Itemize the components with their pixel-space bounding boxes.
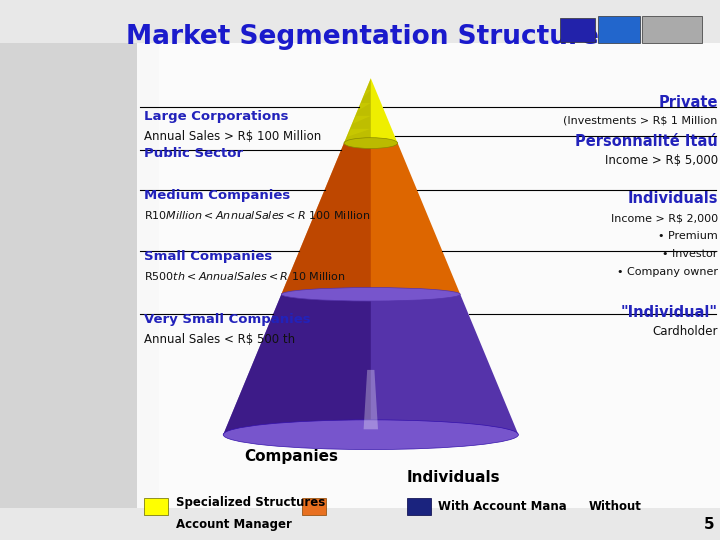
Text: • Company owner: • Company owner [617,267,718,276]
Text: R$ 500 th < Annual Sales < R$ 10 Million: R$ 500 th < Annual Sales < R$ 10 Million [144,270,346,282]
Text: 5: 5 [703,517,714,532]
Polygon shape [282,143,371,294]
Text: Income > R$ 2,000: Income > R$ 2,000 [611,213,718,223]
Text: • Premium: • Premium [658,231,718,241]
Text: Individuals: Individuals [627,191,718,206]
Text: "Individual": "Individual" [621,305,718,320]
FancyBboxPatch shape [560,18,595,42]
Polygon shape [353,116,371,124]
Text: Medium Companies: Medium Companies [144,189,290,202]
Text: R$ 10 Million < Annual Sales < R$ 100 Million: R$ 10 Million < Annual Sales < R$ 100 Mi… [144,210,370,221]
Text: Small Companies: Small Companies [144,250,272,263]
Text: Annual Sales < R$ 500 th: Annual Sales < R$ 500 th [144,333,295,346]
Ellipse shape [282,287,460,301]
Polygon shape [223,294,518,435]
FancyBboxPatch shape [598,16,640,43]
Text: Account Manager: Account Manager [176,518,292,531]
Text: Cardholder: Cardholder [652,325,718,338]
Text: • Investor: • Investor [662,249,718,259]
Text: Income > R$ 5,000: Income > R$ 5,000 [605,154,718,167]
Ellipse shape [223,420,518,449]
Text: Without: Without [589,500,642,513]
Polygon shape [223,294,371,435]
Text: Large Corporations: Large Corporations [144,110,289,123]
Text: Companies: Companies [245,449,338,464]
Text: With Account Mana: With Account Mana [438,500,567,513]
Text: Specialized Structures: Specialized Structures [176,496,325,509]
Polygon shape [344,78,371,143]
Polygon shape [348,129,371,137]
Bar [407,498,431,515]
Text: Market Segmentation Structure: Market Segmentation Structure [126,24,599,50]
Ellipse shape [344,138,397,148]
Text: (Investments > R$ 1 Million: (Investments > R$ 1 Million [564,116,718,126]
Text: Individuals: Individuals [407,470,500,485]
Text: Annual Sales > R$ 100 Million: Annual Sales > R$ 100 Million [144,130,321,143]
Bar [144,498,168,515]
Text: Very Small Companies: Very Small Companies [144,313,310,326]
Text: Public Sector: Public Sector [144,147,243,160]
Polygon shape [358,103,371,111]
Bar [302,498,326,515]
FancyBboxPatch shape [642,16,702,43]
Polygon shape [363,90,371,98]
Polygon shape [368,78,371,85]
Polygon shape [364,370,378,429]
FancyBboxPatch shape [137,43,720,508]
Polygon shape [344,78,397,143]
Text: Personnalité Itaú: Personnalité Itaú [575,134,718,149]
Polygon shape [282,143,460,294]
Text: Private: Private [658,95,718,110]
